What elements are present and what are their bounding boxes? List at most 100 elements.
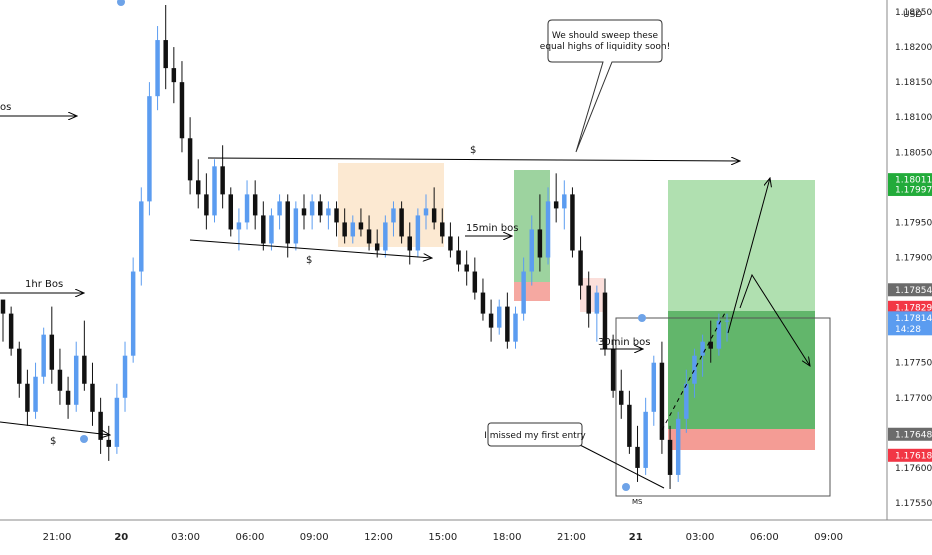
candle-bearish (627, 404, 632, 447)
candle-bearish (301, 208, 307, 216)
candle-bearish (0, 299, 6, 314)
time-tick-label: 18:00 (493, 532, 522, 543)
candle-bearish (708, 341, 713, 349)
candle-bullish (643, 411, 648, 468)
callout-sweep: We should sweep these equal highs of liq… (540, 19, 670, 153)
candle-bearish (318, 201, 323, 216)
stop-loss-zone (668, 429, 815, 450)
ms-label: MS (632, 498, 643, 506)
callout-missed-entry: I missed my first entry (484, 422, 586, 447)
candle-bearish (228, 194, 234, 230)
candle-bearish (204, 194, 209, 216)
candle-bearish (252, 194, 258, 216)
time-tick-label: 09:00 (300, 532, 329, 543)
liquidity-label-top: $ (470, 145, 476, 156)
candle-bearish (98, 411, 103, 440)
callout-pointer-missed (579, 444, 665, 489)
candle-bearish (505, 306, 510, 342)
candle-bearish (667, 439, 673, 475)
candle-bullish (73, 355, 79, 405)
swing-low-marker-right (622, 483, 630, 491)
time-axis[interactable]: 21:00 20 03:00 06:00 09:00 12:00 15:00 18:00 21:… (0, 519, 932, 543)
liquidity-line-mid (189, 239, 432, 258)
candle-bearish (488, 313, 494, 328)
candle-bearish (448, 236, 453, 251)
price-axis[interactable]: 1.18250 1.18200 1.18150 1.18100 1.18050 1.180… (886, 0, 932, 520)
time-tick-label: 12:00 (364, 532, 393, 543)
price-tick-label: 1.18200 (895, 43, 932, 53)
price-badge (888, 173, 932, 187)
price-tick-label: 1.17950 (895, 218, 932, 228)
price-badge (888, 427, 932, 441)
candle-bullish (114, 397, 120, 447)
candle-bearish (440, 222, 445, 237)
time-tick-label: 06:00 (235, 532, 264, 543)
bos-top-left-label: os (0, 102, 11, 113)
candle-bearish (90, 383, 95, 412)
equal-highs-line (207, 158, 740, 161)
candle-bearish (619, 390, 624, 405)
candle-bullish (41, 334, 46, 377)
candle-bearish (464, 264, 469, 272)
price-tick-label: 1.18050 (895, 148, 932, 158)
candle-bearish (407, 236, 412, 251)
callout-missed-text: I missed my first entry (484, 431, 586, 441)
candle-bullish (244, 194, 250, 223)
candle-bullish (326, 208, 331, 216)
candle-bearish (49, 334, 55, 370)
callout-sweep-line1: We should sweep these (552, 31, 659, 41)
candles-layer (0, 5, 730, 489)
candle-bearish (285, 201, 290, 244)
candle-bearish (472, 271, 478, 293)
time-tick-label: 15:00 (428, 532, 457, 543)
price-badge-label: 1.17618 (895, 451, 932, 461)
liquidity-line-bottom-left (0, 421, 110, 435)
price-badge-label: 1.18011 (895, 176, 932, 186)
candle-bearish (366, 229, 372, 244)
time-tick-labels: 21:00 20 03:00 06:00 09:00 12:00 15:00 18:00 21:… (43, 532, 843, 543)
entry-profit-zone (668, 311, 815, 429)
candle-bullish (122, 355, 128, 398)
candle-bullish (513, 313, 518, 342)
time-tick-label: 06:00 (750, 532, 779, 543)
price-tick-label: 1.17600 (895, 464, 932, 474)
time-tick-label: 03:00 (171, 532, 200, 543)
candle-bearish (602, 292, 608, 349)
price-badge-countdown: 14:28 (895, 325, 921, 335)
candle-bearish (25, 383, 30, 412)
candle-bullish (391, 208, 396, 223)
candle-bullish (692, 355, 697, 384)
candle-bullish (675, 418, 681, 475)
candle-bearish (342, 222, 347, 237)
trade-projection-arrow-up (727, 178, 770, 334)
candle-bullish (309, 201, 315, 216)
candle-bearish (261, 215, 266, 244)
candle-bullish (716, 320, 722, 349)
candle-bullish (562, 194, 567, 209)
candle-bearish (179, 82, 185, 139)
callout-sweep-line2: equal highs of liquidity soon! (540, 42, 670, 52)
price-badge-label: 1.17814 (895, 314, 932, 324)
price-tick-label: 1.17700 (895, 394, 932, 404)
candle-bearish (65, 390, 71, 405)
candle-bullish (545, 201, 551, 258)
price-tick-label: 1.18250 (895, 8, 932, 18)
swing-high-marker (117, 0, 125, 6)
candle-bullish (594, 292, 600, 314)
price-badge (888, 311, 932, 336)
candle-bearish (17, 348, 22, 384)
candle-bearish (578, 250, 583, 286)
candle-bearish (57, 369, 63, 391)
candle-bullish (415, 215, 421, 251)
price-badge-label: 1.17854 (895, 286, 932, 296)
candle-bearish (8, 313, 14, 349)
candle-bullish (724, 320, 730, 322)
candle-bearish (570, 194, 575, 251)
price-badge-label: 1.17997 (895, 185, 932, 195)
candle-bullish (155, 40, 160, 97)
price-tick-label: 1.18100 (895, 113, 932, 123)
faint-red-zone (580, 278, 604, 312)
dashed-trend-line (661, 310, 727, 431)
